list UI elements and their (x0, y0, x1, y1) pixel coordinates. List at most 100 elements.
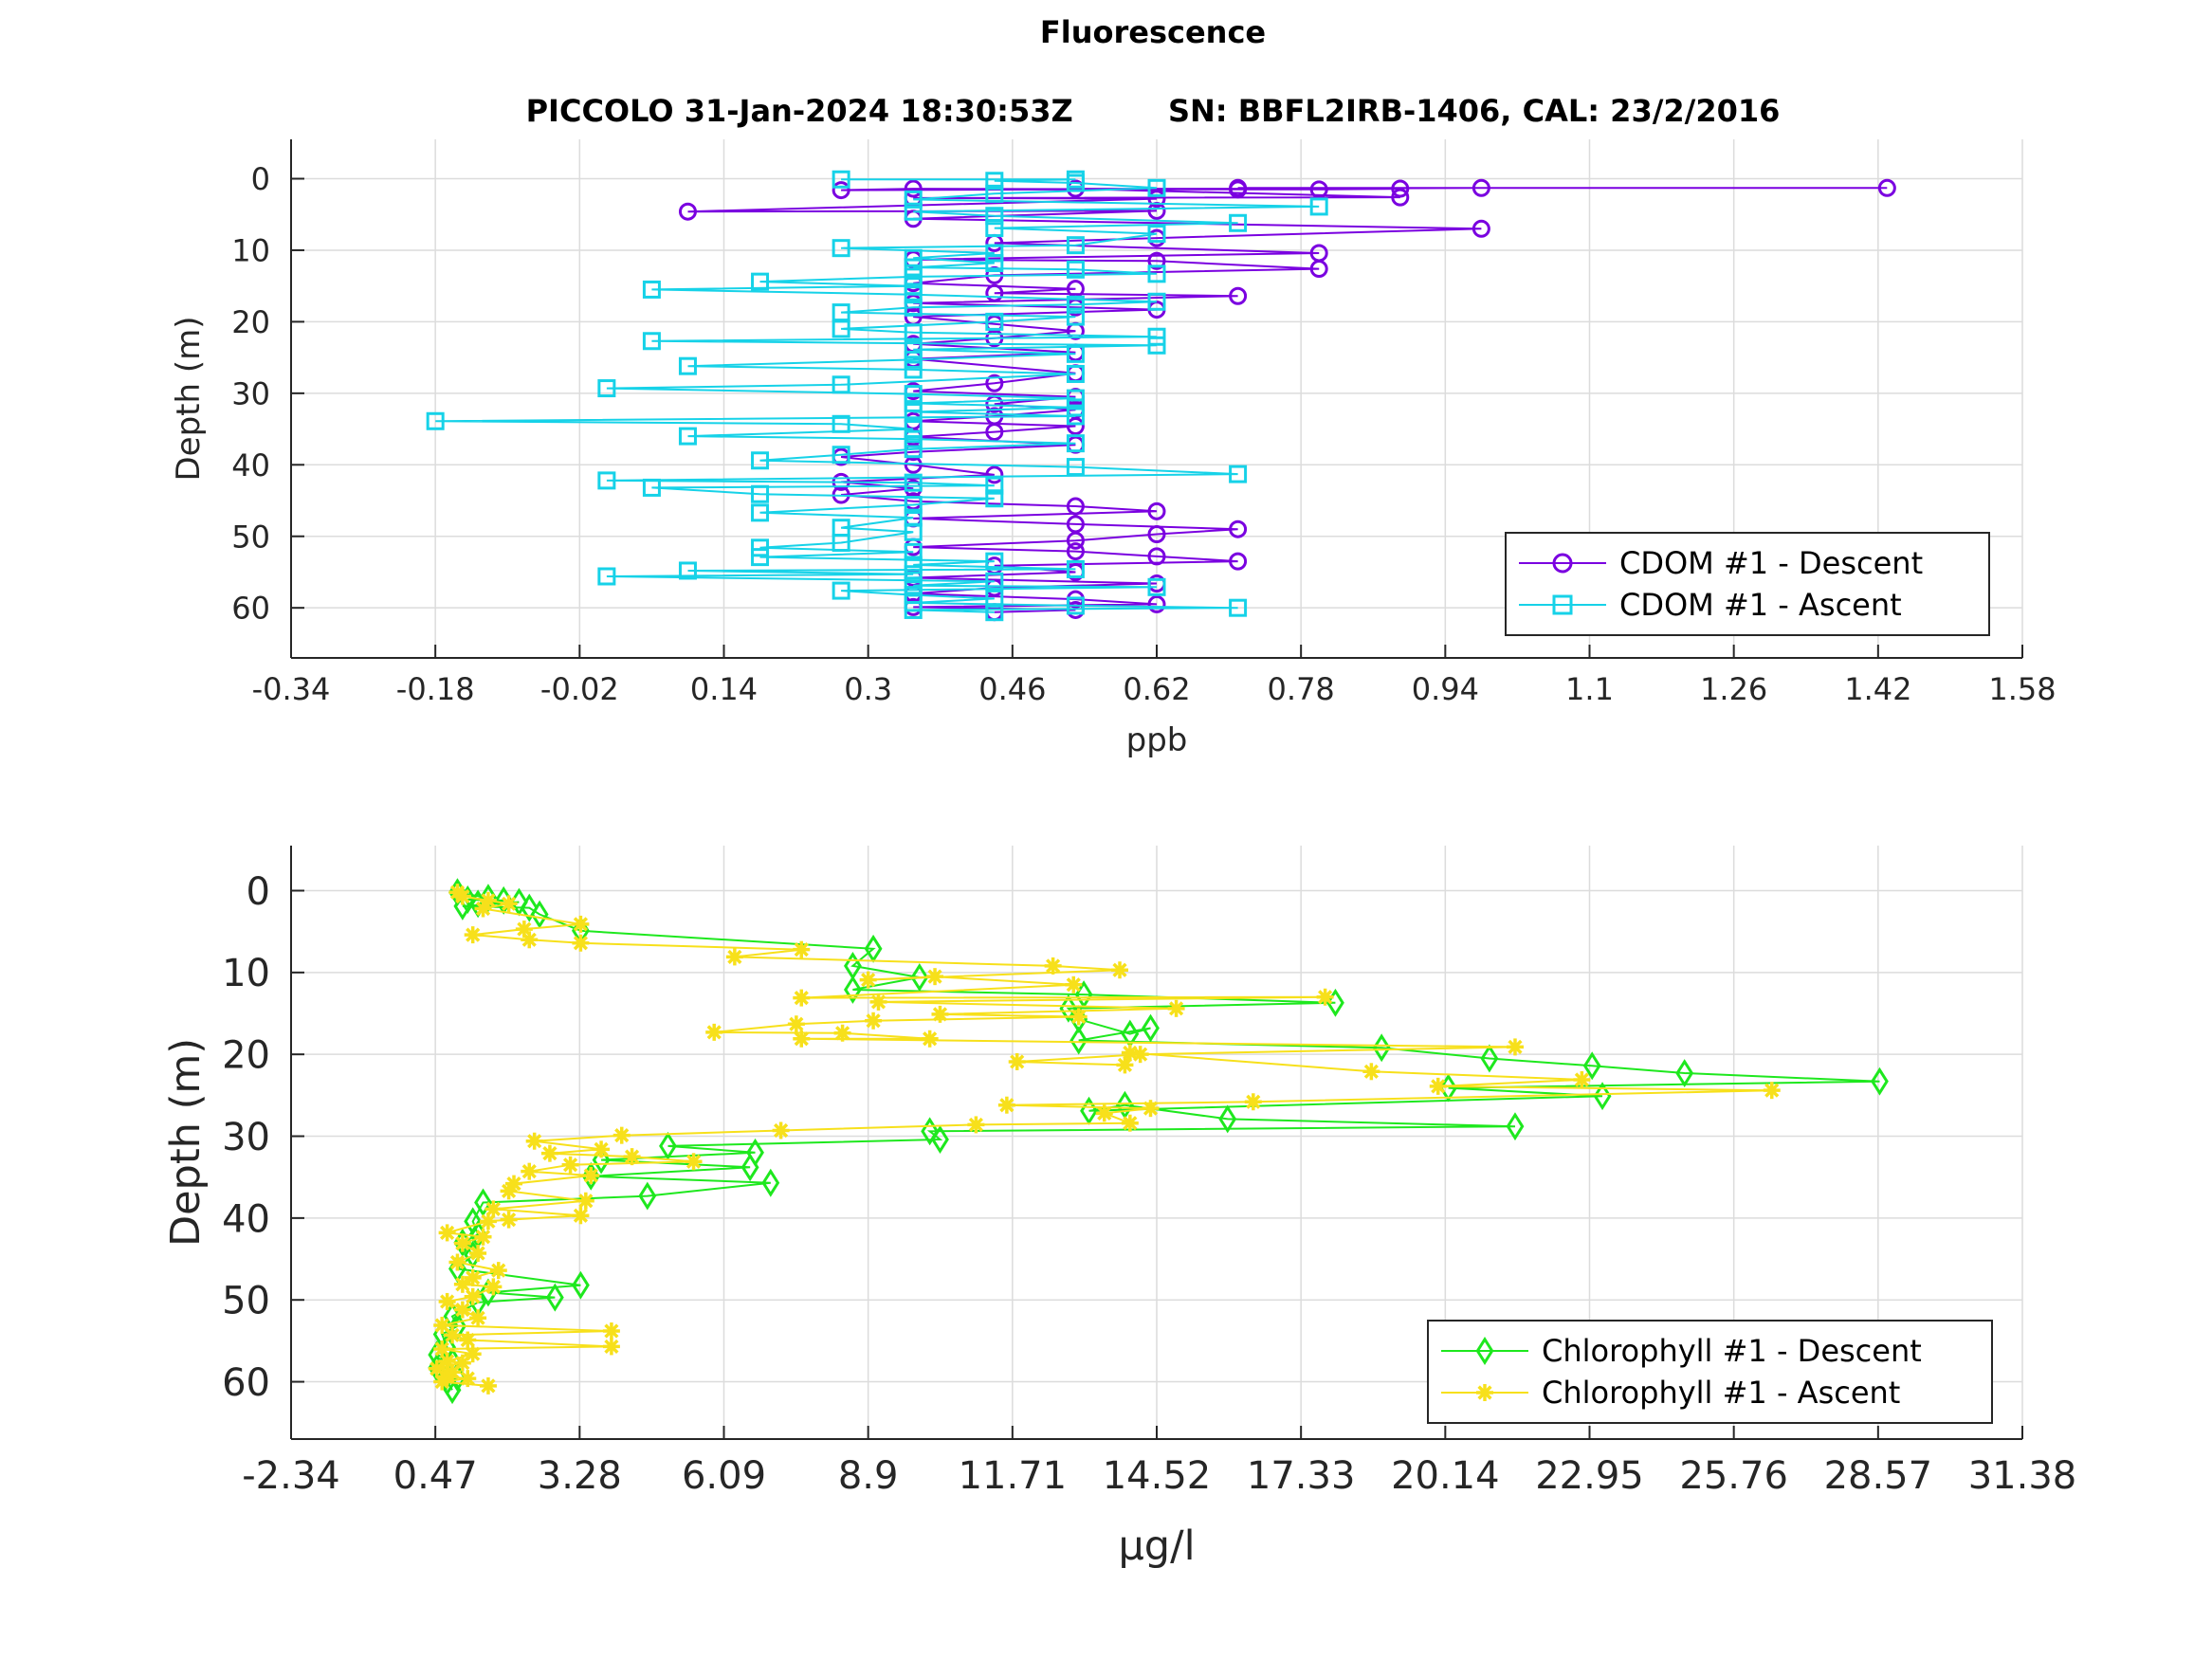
legend-box (1505, 532, 1990, 636)
y-axis-label: Depth (m) (162, 1038, 210, 1247)
data-point (1326, 988, 1344, 1017)
data-point (1066, 364, 1085, 383)
data-point (787, 1015, 805, 1033)
data-point (1480, 1044, 1499, 1073)
data-point (1066, 417, 1085, 436)
y-tick-label: 10 (222, 952, 270, 995)
data-point (1763, 1082, 1781, 1100)
data-point (1391, 188, 1410, 207)
x-tick-label: -2.34 (242, 1454, 340, 1498)
data-point (985, 374, 1004, 392)
x-tick-label: 28.57 (1824, 1454, 1933, 1498)
data-point (1066, 389, 1085, 408)
data-point (921, 1117, 940, 1146)
data-point (500, 1211, 518, 1229)
data-point (612, 1126, 631, 1144)
data-point (1309, 260, 1328, 279)
legend-label: CDOM #1 - Ascent (1619, 587, 1902, 623)
data-point (1147, 190, 1166, 209)
legend-marker (1476, 1384, 1493, 1401)
data-point (869, 993, 887, 1011)
data-point (985, 254, 1004, 273)
data-point (967, 1116, 985, 1134)
data-point (1877, 178, 1896, 197)
data-point (1309, 180, 1328, 199)
x-axis-label: μg/l (1118, 1522, 1195, 1570)
data-point (1573, 1070, 1591, 1088)
data-point (1066, 458, 1085, 477)
data-point (453, 887, 471, 905)
data-point (772, 1121, 790, 1139)
x-tick-label: 22.95 (1535, 1454, 1644, 1498)
data-point (904, 473, 923, 492)
data-point (433, 1373, 451, 1391)
data-point (843, 975, 862, 1004)
data-point (751, 484, 770, 503)
data-point (985, 283, 1004, 302)
data-point (1147, 264, 1166, 283)
data-point (926, 968, 944, 986)
x-tick-label: -0.02 (540, 671, 619, 707)
data-point (985, 589, 1004, 608)
x-tick-label: 14.52 (1103, 1454, 1212, 1498)
data-point (832, 446, 850, 465)
data-point (904, 522, 923, 541)
data-point (761, 1168, 780, 1197)
x-tick-label: 17.33 (1247, 1454, 1356, 1498)
data-point (751, 538, 770, 557)
data-point (685, 1153, 703, 1171)
data-point (1147, 292, 1166, 311)
data-point (910, 963, 929, 992)
data-point (1429, 1077, 1447, 1095)
data-point (1229, 520, 1248, 538)
data-point (985, 244, 1004, 263)
data-point (985, 184, 1004, 203)
y-axis-label: Depth (m) (170, 316, 208, 481)
data-point (904, 258, 923, 277)
data-point (623, 1148, 641, 1166)
data-point (1309, 197, 1328, 216)
data-point (1066, 542, 1085, 561)
data-point (832, 414, 850, 433)
data-point (479, 1212, 497, 1231)
data-point (1066, 596, 1085, 615)
data-point (985, 572, 1004, 591)
data-point (1147, 225, 1166, 244)
data-point (1582, 1051, 1601, 1081)
data-point (678, 202, 697, 221)
data-point (1229, 598, 1248, 617)
data-point (571, 1270, 590, 1300)
legend-entry: Chlorophyll #1 - Ascent (1441, 1375, 1900, 1411)
data-point (985, 207, 1004, 226)
data-point (832, 170, 850, 189)
cdom-axes: -0.34 -0.18 -0.02 0.14 0.3 0.46 0.62 0.78 0.94 1.… (170, 139, 2057, 759)
data-point (985, 552, 1004, 571)
legend-label: Chlorophyll #1 - Descent (1542, 1333, 1922, 1369)
data-point (1147, 501, 1166, 520)
x-tick-label: 8.9 (838, 1454, 899, 1498)
data-point (659, 1131, 677, 1160)
data-point (602, 1322, 620, 1340)
y-tick-label: 60 (231, 591, 270, 627)
data-point (1147, 594, 1166, 613)
data-point (1147, 577, 1166, 596)
data-point (572, 915, 590, 933)
x-tick-label: 1.1 (1565, 671, 1614, 707)
legend: Chlorophyll #1 - Descent Chlorophyll #1 -… (1427, 1320, 1993, 1424)
data-point (1066, 295, 1085, 314)
data-point (428, 1359, 446, 1377)
data-point (1229, 286, 1248, 305)
data-point (521, 1162, 539, 1180)
data-point (904, 267, 923, 286)
data-point (1147, 547, 1166, 566)
data-point (985, 465, 1004, 484)
x-tick-label: 25.76 (1679, 1454, 1788, 1498)
data-point (921, 1030, 939, 1048)
data-point (1229, 465, 1248, 483)
data-point (985, 476, 1004, 495)
data-point (1147, 524, 1166, 543)
x-tick-label: -0.18 (396, 671, 475, 707)
data-point (705, 1023, 723, 1041)
data-point (740, 1153, 759, 1182)
data-point (1111, 961, 1129, 979)
